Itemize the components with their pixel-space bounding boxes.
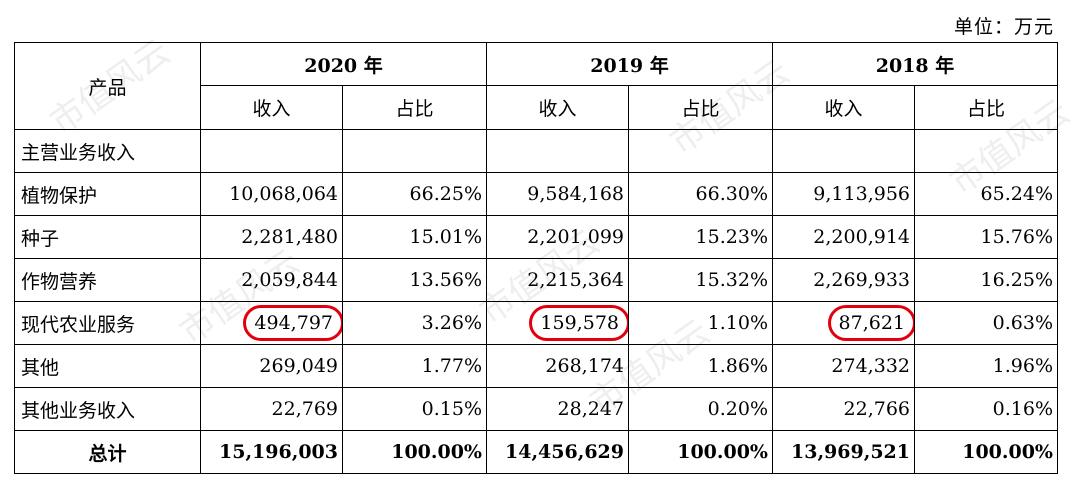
revenue-2020: 2,059,844 — [200, 258, 343, 302]
share-2018: 15.76% — [914, 215, 1058, 259]
share-2019: 15.23% — [628, 215, 773, 259]
revenue-2018: 2,200,914 — [772, 215, 915, 259]
total-share-2020: 100.00% — [342, 430, 487, 474]
share-2019: 0.20% — [628, 387, 773, 431]
share-2020: 0.15% — [342, 387, 487, 431]
revenue-table: 产品 2020 年 2019 年 2018 年 收入 占比 收入 占比 收入 占… — [14, 42, 1058, 474]
revenue-2019: 28,247 — [486, 387, 629, 431]
table-row: 植物保护 10,068,064 66.25% 9,584,168 66.30% … — [14, 172, 1058, 216]
revenue-2018: 2,269,933 — [772, 258, 915, 302]
table-row: 作物营养 2,059,844 13.56% 2,215,364 15.32% 2… — [14, 258, 1058, 302]
revenue-2020: 22,769 — [200, 387, 343, 431]
total-revenue-2019: 14,456,629 — [486, 430, 629, 474]
share-2019: 66.30% — [628, 172, 773, 216]
header-share: 占比 — [914, 85, 1058, 130]
share-2019: 1.10% — [628, 301, 773, 345]
table-row: 其他业务收入 22,769 0.15% 28,247 0.20% 22,766 … — [14, 387, 1058, 431]
product-name: 其他 — [14, 344, 201, 388]
total-revenue-2020: 15,196,003 — [200, 430, 343, 474]
highlight-circle: 87,621 — [827, 305, 914, 341]
product-name: 植物保护 — [14, 172, 201, 216]
total-revenue-2018: 13,969,521 — [772, 430, 915, 474]
table-row: 其他 269,049 1.77% 268,174 1.86% 274,332 1… — [14, 344, 1058, 388]
share-2020: 66.25% — [342, 172, 487, 216]
revenue-2020: 269,049 — [200, 344, 343, 388]
header-row-metrics: 收入 占比 收入 占比 收入 占比 — [15, 85, 1058, 130]
header-row-years: 产品 2020 年 2019 年 2018 年 — [14, 42, 1058, 130]
table-row-total: 总计 15,196,003 100.00% 14,456,629 100.00%… — [14, 430, 1058, 474]
revenue-2019: 9,584,168 — [486, 172, 629, 216]
revenue-2018-cell: 87,621 — [772, 301, 915, 345]
header-share: 占比 — [342, 85, 487, 130]
highlight-circle: 159,578 — [529, 305, 628, 341]
revenue-2020: 10,068,064 — [200, 172, 343, 216]
header-year-2018: 2018 年 — [772, 42, 1058, 86]
share-2020: 3.26% — [342, 301, 487, 345]
header-share: 占比 — [628, 85, 773, 130]
share-2020: 13.56% — [342, 258, 487, 302]
header-year-2019: 2019 年 — [486, 42, 773, 86]
header-revenue: 收入 — [772, 85, 915, 130]
revenue-2019-cell: 159,578 — [486, 301, 629, 345]
share-2018: 0.63% — [914, 301, 1058, 345]
section-label: 主营业务收入 — [14, 129, 201, 173]
revenue-2020-cell: 494,797 — [200, 301, 343, 345]
table-row-section: 主营业务收入 — [14, 129, 1058, 173]
revenue-2019: 2,201,099 — [486, 215, 629, 259]
share-2019: 15.32% — [628, 258, 773, 302]
table-row-highlighted: 现代农业服务 494,797 3.26% 159,578 1.10% 87,62… — [14, 301, 1058, 345]
share-2018: 16.25% — [914, 258, 1058, 302]
product-name: 作物营养 — [14, 258, 201, 302]
header-year-2020: 2020 年 — [200, 42, 487, 86]
share-2018: 1.96% — [914, 344, 1058, 388]
revenue-2019: 2,215,364 — [486, 258, 629, 302]
revenue-2020: 2,281,480 — [200, 215, 343, 259]
share-2020: 1.77% — [342, 344, 487, 388]
header-revenue: 收入 — [486, 85, 629, 130]
total-share-2018: 100.00% — [914, 430, 1058, 474]
header-product: 产品 — [14, 42, 201, 130]
revenue-2018: 22,766 — [772, 387, 915, 431]
header-revenue: 收入 — [200, 85, 343, 130]
share-2018: 65.24% — [914, 172, 1058, 216]
highlight-circle: 494,797 — [243, 305, 342, 341]
revenue-2018: 9,113,956 — [772, 172, 915, 216]
product-name: 种子 — [14, 215, 201, 259]
product-name: 其他业务收入 — [14, 387, 201, 431]
share-2018: 0.16% — [914, 387, 1058, 431]
share-2019: 1.86% — [628, 344, 773, 388]
unit-label: 单位：万元 — [953, 16, 1054, 38]
revenue-2019: 268,174 — [486, 344, 629, 388]
revenue-2018: 274,332 — [772, 344, 915, 388]
table-row: 种子 2,281,480 15.01% 2,201,099 15.23% 2,2… — [14, 215, 1058, 259]
total-label: 总计 — [14, 430, 201, 474]
total-share-2019: 100.00% — [628, 430, 773, 474]
product-name: 现代农业服务 — [14, 301, 201, 345]
share-2020: 15.01% — [342, 215, 487, 259]
